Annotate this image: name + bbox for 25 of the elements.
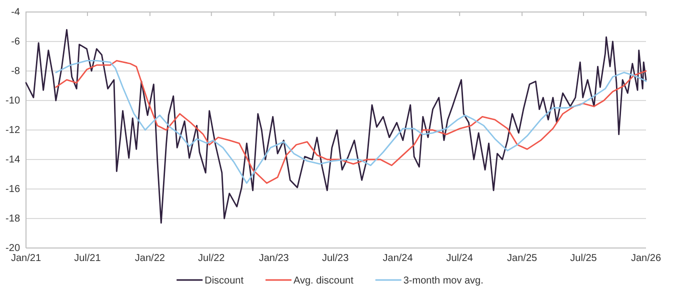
legend-label: Discount [204,276,244,286]
y-tick-label: -6 [11,36,20,48]
y-tick-label: -18 [6,214,20,225]
legend-label: Avg. discount [294,276,354,286]
y-tick-label: -14 [6,154,20,166]
x-tick-label: Jul/24 [446,253,474,264]
x-tick-label: Jan/22 [134,253,166,264]
x-tick-label: Jan/25 [507,253,538,264]
x-tick-label: Jan/21 [10,253,42,264]
x-tick-label: Jan/26 [630,253,662,264]
x-tick-label: Jan/23 [258,253,290,264]
legend-label: 3-month mov avg. [403,276,484,286]
x-tick-label: Jul/25 [570,253,598,264]
x-tick-label: Jul/21 [74,253,102,264]
line-series [55,60,647,184]
y-tick-label: -16 [6,184,20,196]
y-tick-label: -20 [6,243,20,254]
y-tick-label: -4 [11,7,20,18]
y-tick-label: -8 [11,66,20,78]
y-tick-label: -12 [6,125,20,136]
x-tick-label: Jan/24 [382,253,414,264]
line-series [25,29,647,224]
x-tick-label: Jul/22 [198,253,226,264]
y-tick-label: -10 [6,96,20,107]
x-tick-label: Jul/23 [322,253,350,264]
